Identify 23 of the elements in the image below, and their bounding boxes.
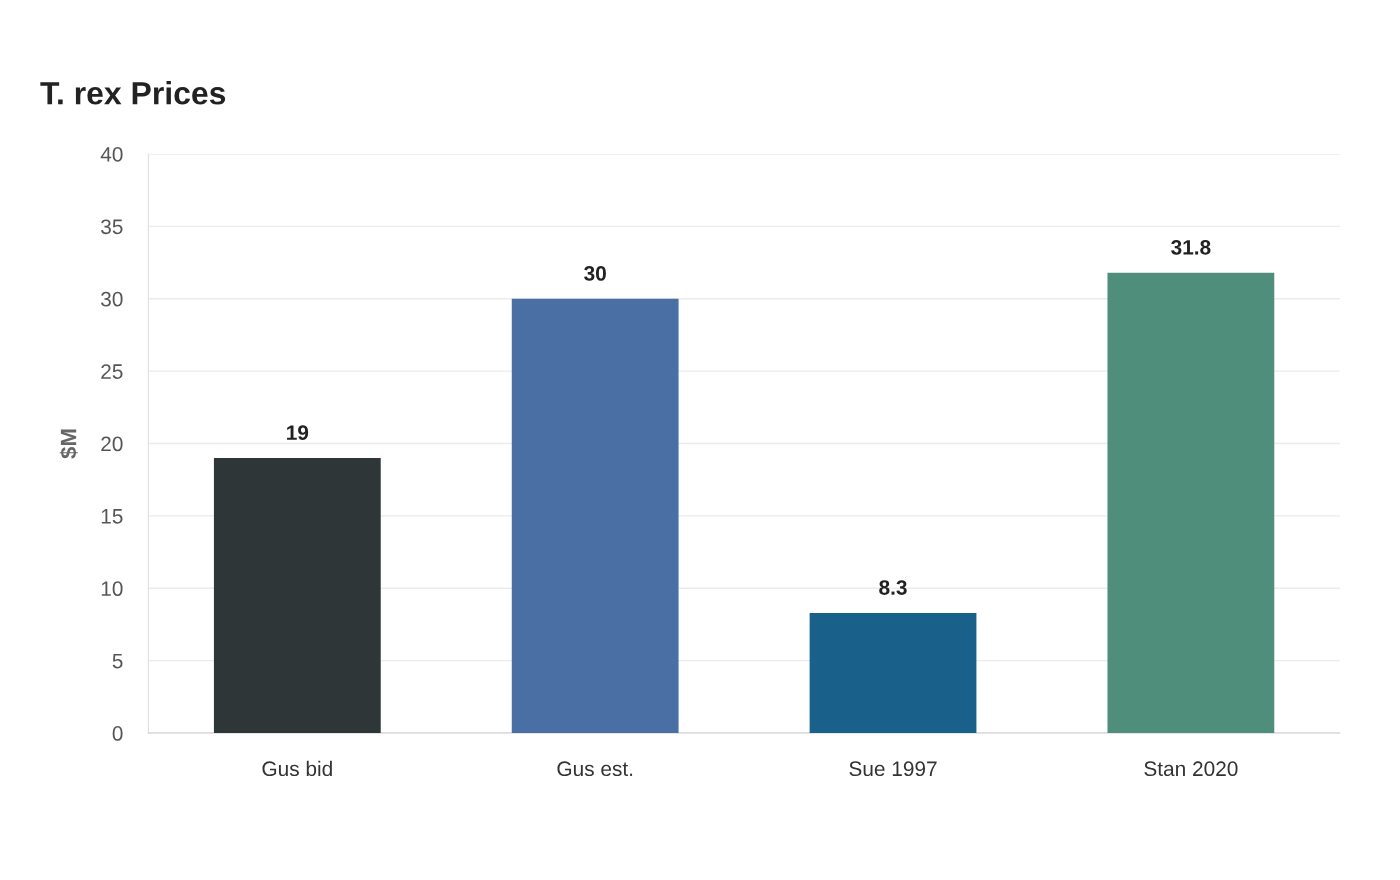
bar	[213, 458, 381, 734]
y-tick-label: 40	[100, 147, 123, 162]
y-axis-title: $M	[59, 429, 78, 459]
data-label: 8.3	[879, 580, 907, 595]
x-tick-label: Sue 1997	[849, 761, 937, 777]
bar	[1107, 272, 1275, 734]
x-tick-label: Stan 2020	[1144, 761, 1238, 777]
y-tick-label: 10	[101, 581, 123, 597]
bar	[511, 298, 679, 734]
y-tick-label: 5	[112, 653, 123, 669]
y-tick-label: 20	[101, 436, 123, 452]
x-tick-label: Gus bid	[262, 760, 332, 777]
data-label: 19	[287, 425, 309, 440]
bar	[809, 612, 977, 734]
data-label: 31.8	[1171, 239, 1211, 255]
y-tick-label: 30	[101, 291, 123, 307]
chart-title: T. rex Prices	[40, 81, 226, 105]
y-tick-label: 25	[101, 364, 123, 379]
data-label: 30	[584, 266, 606, 281]
y-tick-label: 35	[101, 219, 123, 235]
y-tick-label: 15	[101, 509, 123, 524]
y-tick-label: 0	[112, 726, 123, 741]
x-tick-label: Gus est.	[557, 761, 633, 777]
